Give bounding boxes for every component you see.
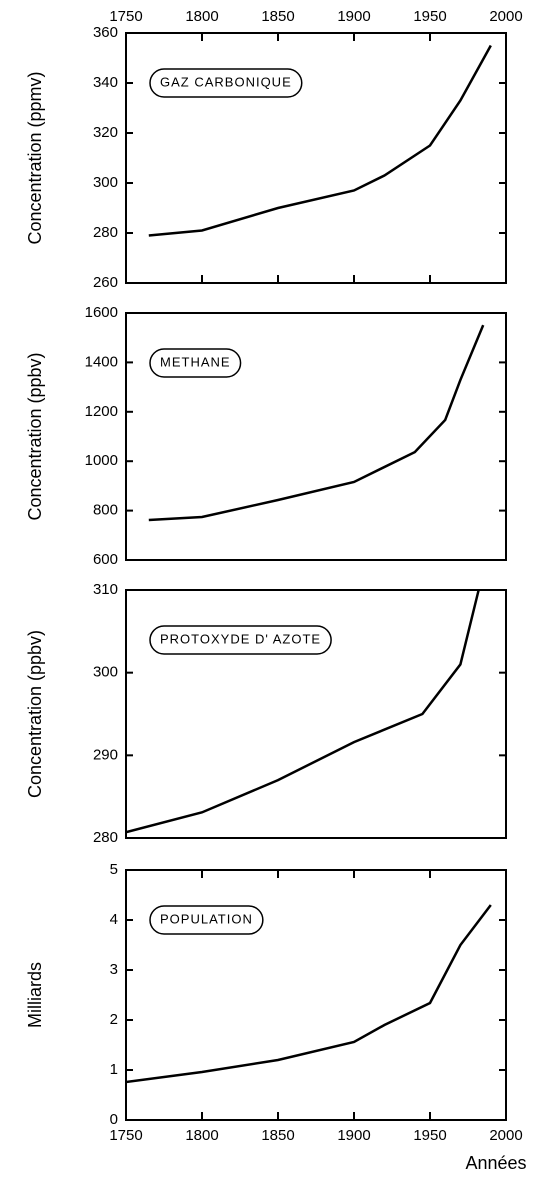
y-tick-label: 340 xyxy=(93,74,118,91)
x-tick-label: 1850 xyxy=(261,1127,294,1144)
x-tick-label: 1950 xyxy=(413,1127,446,1144)
x-tick-label: 2000 xyxy=(489,8,522,25)
y-tick-label: 300 xyxy=(93,174,118,191)
x-axis-label: Années xyxy=(465,1153,526,1173)
x-tick-label: 1800 xyxy=(185,1127,218,1144)
plot-frame xyxy=(125,32,507,284)
y-tick-label: 2 xyxy=(110,1011,118,1028)
x-tick-label: 1750 xyxy=(109,1127,142,1144)
annotation: POPULATION xyxy=(160,911,253,926)
annotation: METHANE xyxy=(160,354,231,369)
y-axis-label: Concentration (ppbv) xyxy=(25,352,45,520)
x-tick-label: 1900 xyxy=(337,8,370,25)
annotation-box xyxy=(149,68,303,98)
y-tick-label: 300 xyxy=(93,664,118,681)
y-tick-label: 290 xyxy=(93,746,118,763)
y-tick-label: 320 xyxy=(93,124,118,141)
y-tick-label: 360 xyxy=(93,24,118,41)
annotation-box xyxy=(149,625,332,655)
y-axis-label: Concentration (ppmv) xyxy=(25,71,45,244)
annotation: GAZ CARBONIQUE xyxy=(160,74,292,89)
x-tick-label: 1950 xyxy=(413,8,446,25)
x-tick-label: 1850 xyxy=(261,8,294,25)
data-line xyxy=(125,904,492,1084)
data-line xyxy=(125,589,480,834)
data-line xyxy=(148,324,485,522)
y-tick-label: 600 xyxy=(93,551,118,568)
y-tick-label: 260 xyxy=(93,274,118,291)
y-axis-label: Concentration (ppbv) xyxy=(25,630,45,798)
y-tick-label: 800 xyxy=(93,502,118,519)
y-tick-label: 1600 xyxy=(85,304,118,321)
data-line xyxy=(148,44,492,237)
x-tick-label: 2000 xyxy=(489,1127,522,1144)
annotation-box xyxy=(149,905,264,935)
x-tick-label: 1800 xyxy=(185,8,218,25)
y-tick-label: 5 xyxy=(110,861,118,878)
y-tick-label: 1000 xyxy=(85,452,118,469)
x-tick-label: 1900 xyxy=(337,1127,370,1144)
y-tick-label: 1400 xyxy=(85,353,118,370)
annotation: PROTOXYDE D' AZOTE xyxy=(160,631,321,646)
y-tick-label: 280 xyxy=(93,224,118,241)
y-tick-label: 280 xyxy=(93,829,118,846)
plot-frame xyxy=(125,589,507,839)
x-tick-label: 1750 xyxy=(109,8,142,25)
y-tick-label: 3 xyxy=(110,961,118,978)
plot-frame xyxy=(125,869,507,1121)
y-tick-label: 310 xyxy=(93,581,118,598)
y-tick-label: 0 xyxy=(110,1111,118,1128)
y-tick-label: 1200 xyxy=(85,403,118,420)
annotation-box xyxy=(149,348,242,378)
y-tick-label: 4 xyxy=(110,911,118,928)
y-tick-label: 1 xyxy=(110,1061,118,1078)
y-axis-label: Milliards xyxy=(25,962,45,1028)
plot-frame xyxy=(125,312,507,561)
